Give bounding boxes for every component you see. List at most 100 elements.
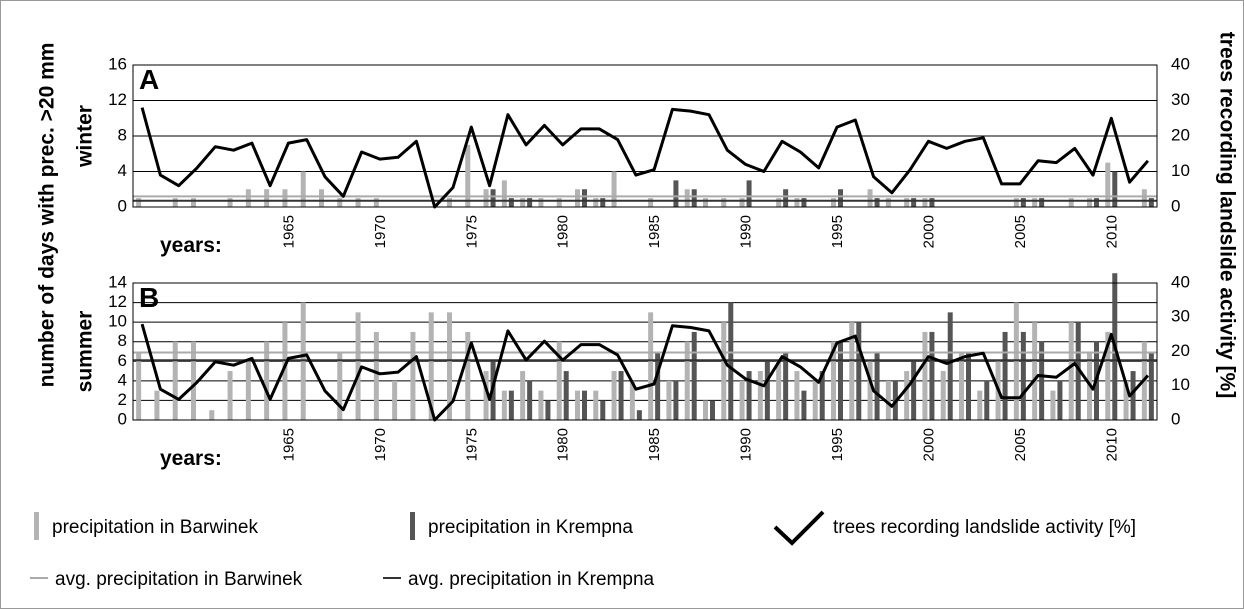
bar <box>666 380 672 420</box>
x-tick-label: 1975 <box>463 428 480 461</box>
bar <box>556 198 562 207</box>
bar <box>838 341 843 420</box>
bar <box>520 371 526 420</box>
bar <box>282 322 288 420</box>
bar <box>172 341 178 420</box>
y2-tick-label: 10 <box>1171 375 1190 394</box>
plot-frame <box>132 64 1158 208</box>
y-axis-label: number of days with prec. >20 mm <box>36 43 59 388</box>
legend: precipitation in Barwinek precipitation … <box>30 510 1136 590</box>
x-tick-label: 1995 <box>829 428 846 461</box>
bar <box>538 390 544 420</box>
bar <box>282 189 288 207</box>
plot-frame <box>132 282 1158 421</box>
bar <box>911 361 917 420</box>
bar <box>721 198 727 207</box>
bar <box>501 180 507 207</box>
bar <box>947 312 953 420</box>
y-tick-label: 10 <box>108 312 127 331</box>
bar <box>710 400 715 420</box>
x-tick-label: 1990 <box>738 428 755 461</box>
bar <box>783 351 789 420</box>
x-tick-label: 2005 <box>1012 428 1029 461</box>
y2-tick-label: 40 <box>1171 272 1190 291</box>
bar <box>801 390 807 420</box>
legend-label: precipitation in Barwinek <box>52 517 258 538</box>
season-label: summer <box>74 311 97 393</box>
y-tick-label: 0 <box>118 196 127 215</box>
bar <box>1148 198 1154 207</box>
panel-label: B <box>139 282 159 313</box>
y2-tick-label: 20 <box>1171 341 1190 360</box>
x-tick-label: 2000 <box>920 215 937 248</box>
bar <box>483 371 489 420</box>
bar <box>838 189 843 207</box>
bar <box>191 198 196 207</box>
bar <box>874 198 880 207</box>
x-tick-label: 1980 <box>555 215 572 248</box>
bar <box>673 180 679 207</box>
season-label: winter <box>74 105 97 168</box>
bar <box>1032 198 1038 207</box>
bar <box>611 371 617 420</box>
y-tick-label: 14 <box>108 272 127 291</box>
bar <box>191 341 196 420</box>
bar <box>1032 322 1038 420</box>
bar <box>410 331 416 420</box>
bar <box>966 351 971 420</box>
bar <box>1050 390 1056 420</box>
bar <box>911 198 917 207</box>
x-tick-label: 1965 <box>280 215 297 248</box>
y2-tick-label: 20 <box>1171 125 1190 144</box>
line <box>140 107 1150 209</box>
y-tick-label: 16 <box>108 54 127 73</box>
bar <box>1105 162 1111 207</box>
bar <box>392 380 398 420</box>
bar <box>684 341 690 420</box>
bar <box>1020 198 1026 207</box>
bar <box>849 322 855 420</box>
panel: 0 4 8 12 16 0 10 20 30 40 1965 1970 1975 1980 1985 1990… <box>74 54 1190 257</box>
bar <box>136 198 142 207</box>
x-tick-label: 1975 <box>463 215 480 248</box>
bar <box>501 390 507 420</box>
bar <box>636 410 642 420</box>
y-tick-label: 8 <box>118 331 127 350</box>
bar <box>819 371 825 420</box>
bar <box>801 198 807 207</box>
y-tick-label: 8 <box>118 125 127 144</box>
bar <box>904 371 910 420</box>
bar <box>300 171 306 207</box>
bar <box>600 400 606 420</box>
bar <box>794 371 800 420</box>
bar <box>1130 371 1136 420</box>
bar <box>575 189 580 207</box>
bar <box>618 371 624 420</box>
bar <box>794 198 800 207</box>
y-tick-label: 12 <box>108 292 127 311</box>
bar <box>483 189 489 207</box>
bar <box>977 390 983 420</box>
bar <box>629 380 635 420</box>
bar <box>648 312 654 420</box>
bar <box>508 198 514 207</box>
legend-label: avg. precipitation in Barwinek <box>55 569 303 590</box>
bar <box>1112 171 1118 207</box>
bar <box>746 371 752 420</box>
bar <box>465 144 471 207</box>
bar <box>757 371 763 420</box>
y-tick-label: 6 <box>118 351 127 370</box>
bar <box>1039 198 1045 207</box>
bar <box>1141 189 1147 207</box>
bar <box>556 341 562 420</box>
bar <box>746 180 752 207</box>
bar <box>428 312 434 420</box>
x-tick-label: 1970 <box>372 428 389 461</box>
y2-axis-label: trees recording landslide activity [%] <box>1215 32 1238 398</box>
bar <box>538 198 544 207</box>
bar <box>520 198 526 207</box>
bar <box>867 189 873 207</box>
bar <box>1020 331 1026 420</box>
